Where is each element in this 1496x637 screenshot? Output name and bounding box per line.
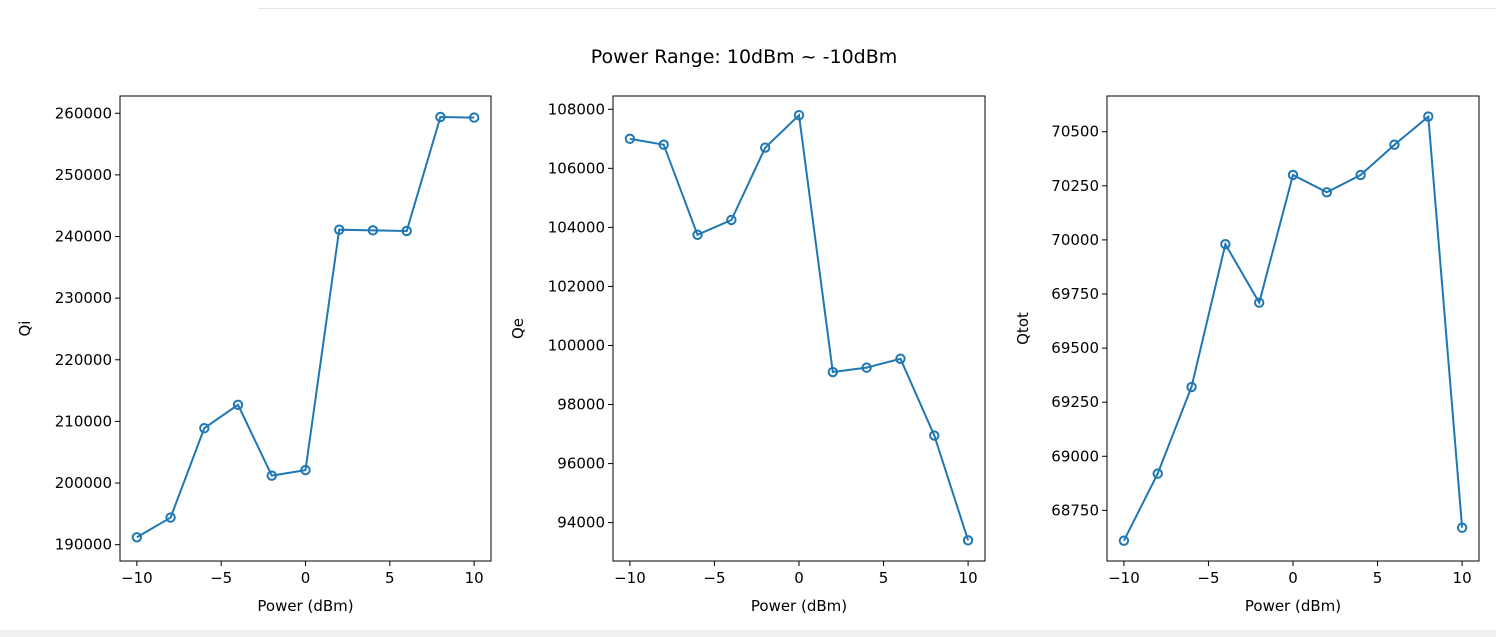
y-tick-label: 68750: [1051, 501, 1099, 519]
y-tick-label: 190000: [55, 536, 112, 554]
y-tick-label: 106000: [548, 159, 605, 177]
axes-frame: [1106, 95, 1480, 562]
x-tick-label: −10: [121, 569, 153, 587]
y-tick-label: 70500: [1051, 123, 1099, 141]
data-point: [367, 225, 379, 236]
y-tick-label: 94000: [557, 514, 605, 532]
y-tick-label: 102000: [548, 277, 605, 295]
y-tick-label: 230000: [55, 289, 112, 307]
x-tick-label: 10: [1453, 569, 1472, 587]
data-point: [1152, 468, 1163, 479]
subplot-qe: −10 −5 0 5 10 94000 96000 98000 100000 102000 1040…: [509, 95, 986, 615]
x-tick-label: 0: [1288, 569, 1298, 587]
data-point: [131, 532, 143, 543]
x-tick-label: −5: [1197, 569, 1219, 587]
series-line: [136, 115, 475, 539]
data-point: [1287, 169, 1299, 181]
data-point: [895, 353, 906, 364]
data-point: [962, 535, 974, 546]
data-point: [300, 464, 311, 476]
y-tick-label: 220000: [55, 351, 112, 369]
data-point: [165, 512, 176, 523]
subplot-qtot: −10 −5 0 5 10 68750 69000 69250 69500 69750 70000 7…: [1014, 95, 1480, 615]
data-point: [793, 109, 805, 121]
data-point: [468, 112, 480, 123]
data-point: [827, 366, 839, 378]
y-tick-label: 210000: [55, 412, 112, 430]
x-tick-label: 5: [1373, 569, 1383, 587]
x-tick-label: −5: [703, 569, 725, 587]
y-tick-label: 98000: [557, 396, 605, 414]
data-point: [232, 399, 244, 410]
axes-frame: [119, 95, 492, 562]
x-tick-label: 5: [385, 569, 395, 587]
y-tick-label: 108000: [548, 100, 605, 118]
data-point: [726, 214, 737, 226]
data-point: [1423, 111, 1434, 122]
data-point: [1253, 297, 1265, 308]
data-point: [199, 422, 210, 434]
x-axis-label: Power (dBm): [257, 597, 353, 615]
x-tick-label: −5: [210, 569, 232, 587]
y-tick-label: 200000: [55, 474, 112, 492]
x-tick-label: −10: [614, 569, 646, 587]
data-point: [1118, 535, 1130, 546]
data-point: [658, 139, 669, 150]
x-tick-label: −10: [1108, 569, 1140, 587]
data-point: [692, 229, 703, 240]
data-point: [1389, 139, 1400, 150]
x-tick-label: 0: [794, 569, 804, 587]
y-tick-label: 104000: [548, 218, 605, 236]
y-tick-label: 69250: [1051, 393, 1099, 411]
y-tick-label: 240000: [55, 228, 112, 246]
data-point: [1321, 187, 1333, 198]
data-point: [624, 133, 636, 145]
x-tick-label: 5: [879, 569, 889, 587]
data-point: [266, 470, 277, 481]
data-point: [759, 142, 771, 153]
data-point: [1220, 239, 1231, 250]
y-tick-label: 96000: [557, 455, 605, 473]
y-tick-label: 69000: [1051, 447, 1099, 465]
axes-frame: [612, 95, 986, 562]
y-tick-label: 250000: [55, 166, 112, 184]
y-axis-label: Qi: [16, 321, 34, 337]
data-point: [929, 430, 940, 441]
data-point: [435, 111, 446, 123]
y-tick-label: 100000: [548, 336, 605, 354]
x-tick-label: 10: [959, 569, 978, 587]
data-point: [334, 224, 345, 235]
data-point: [1355, 169, 1366, 181]
subplots: −10 −5 0 5 10 190000 200000 210000 220000 230000 2…: [16, 95, 1480, 615]
series-line: [1123, 114, 1464, 542]
series-line: [629, 113, 970, 541]
y-tick-label: 69750: [1051, 285, 1099, 303]
subplot-qi: −10 −5 0 5 10 190000 200000 210000 220000 230000 2…: [16, 95, 492, 615]
x-axis-label: Power (dBm): [751, 597, 847, 615]
top-divider: [258, 8, 1496, 9]
data-point: [401, 225, 412, 237]
bottom-strip: [0, 630, 1496, 637]
data-point: [1456, 522, 1468, 533]
y-tick-label: 260000: [55, 104, 112, 122]
y-tick-label: 70250: [1051, 177, 1099, 195]
y-axis-label: Qe: [509, 318, 527, 339]
data-point: [861, 362, 872, 373]
y-tick-label: 70000: [1051, 231, 1099, 249]
y-tick-label: 69500: [1051, 339, 1099, 357]
x-axis-label: Power (dBm): [1245, 597, 1341, 615]
figure-title: Power Range: 10dBm ~ -10dBm: [591, 46, 898, 68]
data-point: [1186, 381, 1197, 393]
y-axis-label: Qtot: [1014, 312, 1032, 345]
x-tick-label: 10: [465, 569, 484, 587]
x-tick-label: 0: [301, 569, 311, 587]
